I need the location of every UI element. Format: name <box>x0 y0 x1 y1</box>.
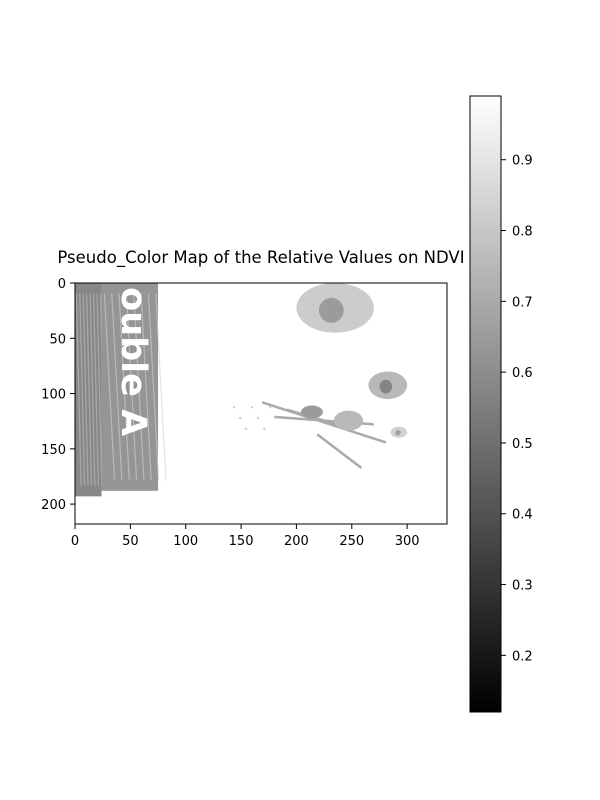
colorbar-tick-label: 0.5 <box>512 437 533 452</box>
heatmap-streak <box>118 293 130 481</box>
x-tick-label: 150 <box>229 534 254 549</box>
colorbar-tick-label: 0.7 <box>512 295 533 310</box>
y-axis: 0 50 100 150 200 <box>41 277 75 513</box>
y-tick-label: 200 <box>41 498 66 513</box>
heatmap-cell <box>101 283 159 491</box>
heatmap-streak <box>111 293 123 481</box>
heatmap-region-label-panel: ouble A <box>101 283 167 491</box>
heatmap-speck <box>263 427 266 430</box>
heatmap-streak <box>89 293 96 486</box>
heatmap-speck <box>251 406 254 409</box>
heatmap-streak <box>93 293 99 486</box>
colorbar-tick-label: 0.4 <box>512 508 533 523</box>
heatmap-leaf <box>333 410 364 431</box>
x-axis: 0 50 100 150 200 250 300 <box>71 524 420 549</box>
heatmap-streak <box>75 293 82 486</box>
heatmap-streak <box>86 293 93 486</box>
plot-frame <box>74 282 448 525</box>
colorbar <box>469 95 502 713</box>
heatmap-leaf-vein <box>379 379 393 394</box>
heatmap-streak <box>140 293 152 481</box>
heatmap-streak <box>79 293 86 486</box>
heatmap-image: ouble A <box>75 283 447 524</box>
heatmap-streak <box>155 293 167 481</box>
y-tick-label: 100 <box>41 388 66 403</box>
colorbar-tick-label: 0.9 <box>512 154 533 169</box>
y-tick-label: 50 <box>49 332 66 347</box>
heatmap-region-leaf-right <box>368 371 408 400</box>
heatmap-streak <box>103 293 116 481</box>
y-tick-label: 150 <box>41 443 66 458</box>
heatmap-region-stems-center <box>233 401 387 469</box>
heatmap-region-leaf-small <box>390 426 408 438</box>
heatmap-speck <box>257 417 260 420</box>
heatmap-stem <box>261 401 387 444</box>
heatmap-streak <box>82 293 89 486</box>
x-tick-label: 0 <box>71 534 79 549</box>
x-tick-label: 250 <box>339 534 364 549</box>
heatmap-speck <box>239 417 242 420</box>
heatmap-region-left-strip <box>75 283 106 497</box>
heatmap-region-leaf-cluster-top <box>296 283 374 333</box>
colorbar-tick-label: 0.8 <box>512 225 533 240</box>
x-tick-label: 300 <box>395 534 420 549</box>
colorbar-tick-label: 0.2 <box>512 649 533 664</box>
heatmap-streak <box>96 293 103 486</box>
x-tick-label: 50 <box>122 534 139 549</box>
heatmap-speck <box>233 406 236 409</box>
heatmap-label-text: ouble A <box>113 287 153 436</box>
heatmap-leaf-vein <box>395 430 401 436</box>
colorbar-tick-label: 0.6 <box>512 366 533 381</box>
heatmap-streak <box>147 293 160 481</box>
heatmap-leaf-vein <box>318 297 344 323</box>
heatmap-streak <box>133 293 145 481</box>
x-tick-label: 100 <box>173 534 198 549</box>
heatmap-speck <box>245 427 248 430</box>
colorbar-axis: 0.2 0.3 0.4 0.5 0.6 0.7 0.8 0.9 <box>501 154 533 664</box>
colorbar-tick-label: 0.3 <box>512 579 533 594</box>
chart-title: Pseudo_Color Map of the Relative Values … <box>57 248 464 268</box>
heatmap-speck <box>269 406 272 409</box>
heatmap-speck <box>275 417 278 420</box>
heatmap-stem <box>316 433 362 469</box>
heatmap-streak <box>125 293 138 481</box>
y-tick-label: 0 <box>58 277 66 292</box>
heatmap-leaf <box>300 405 323 419</box>
x-tick-label: 200 <box>284 534 309 549</box>
